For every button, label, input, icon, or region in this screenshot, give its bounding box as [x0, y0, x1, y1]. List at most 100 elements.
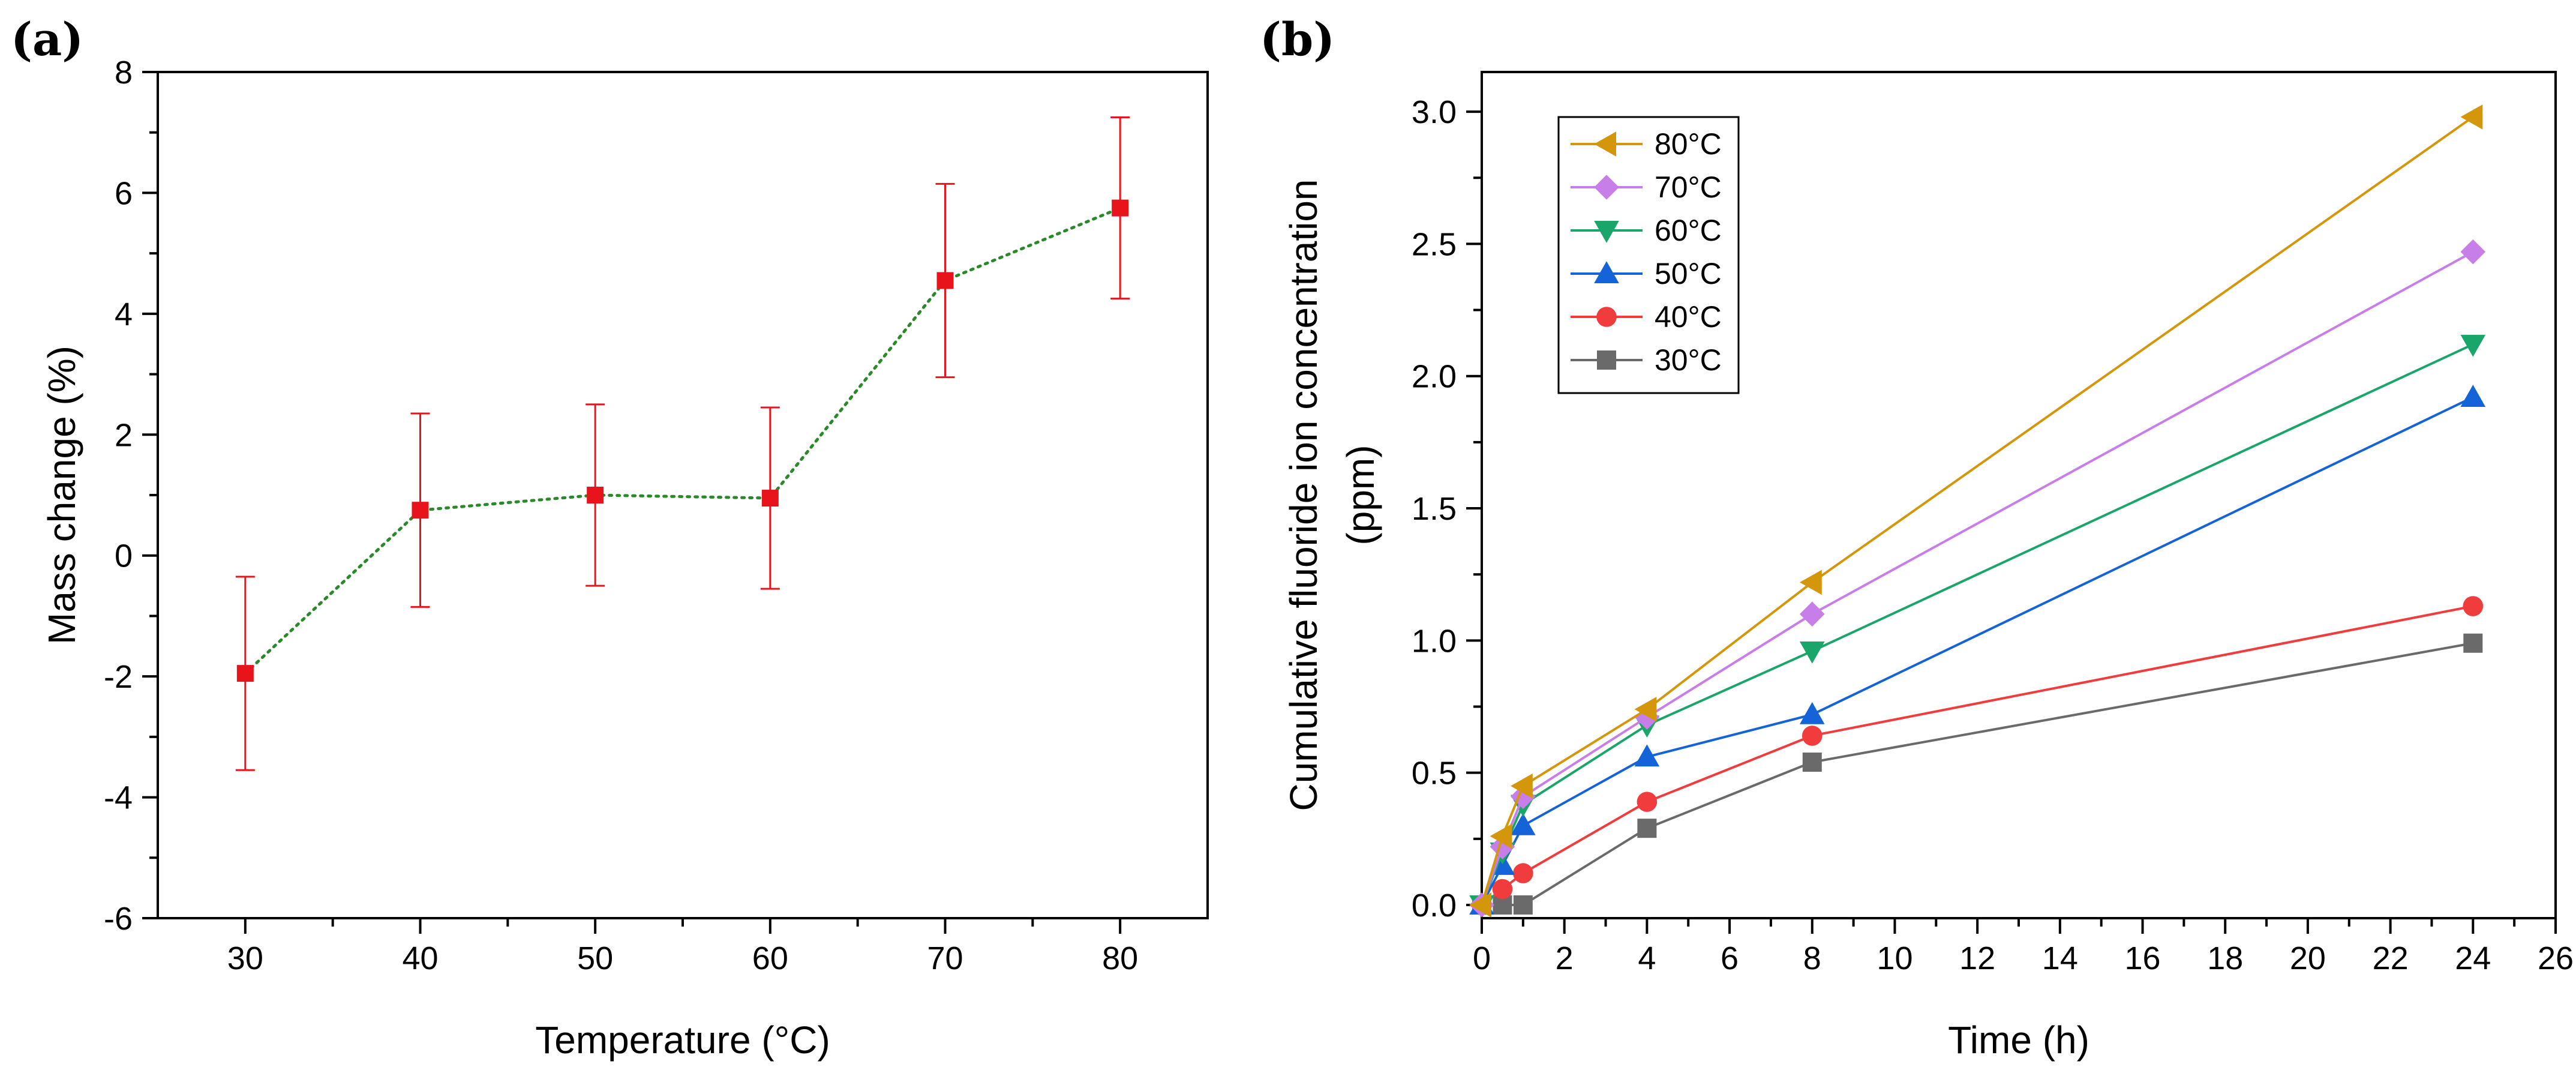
series-line-60°C	[1481, 343, 2474, 906]
x-tick-label: 2	[1556, 940, 1574, 976]
legend-marker-50°C	[1594, 261, 1619, 283]
series-point-80°C	[1634, 697, 1657, 722]
legend-marker-70°C	[1594, 175, 1619, 200]
data-point	[936, 272, 954, 289]
x-tick-label: 12	[1959, 940, 1995, 976]
legend-marker-40°C	[1596, 307, 1617, 327]
y-tick-label: 6	[115, 175, 133, 211]
legend-label: 50°C	[1655, 257, 1722, 290]
y-tick-label: 2.5	[1412, 226, 1457, 262]
series-line-30°C	[1482, 642, 2473, 906]
series-point-40°C	[1492, 879, 1513, 900]
data-point	[761, 490, 779, 507]
y-tick-label: 0.5	[1412, 756, 1457, 792]
x-tick-label: 50	[577, 940, 613, 976]
x-tick-label: 8	[1803, 940, 1821, 976]
panel-a-axis-ticks: 30 40 50 60 70 80 -6 -4 -2 0 2 4 6 8	[104, 55, 1138, 976]
x-tick-label: 0	[1473, 940, 1491, 976]
series-point-30°C	[1637, 819, 1657, 838]
panel-a-series	[235, 116, 1130, 771]
series-point-80°C	[2460, 104, 2483, 130]
legend-label: 30°C	[1655, 343, 1722, 377]
panel-a-plot-frame	[157, 71, 1209, 919]
data-point	[236, 665, 254, 682]
y-tick-label: 0.0	[1412, 888, 1457, 924]
panel-b-y-axis-title-line1: Cumulative fluoride ion concentration	[1282, 179, 1325, 811]
series-point-40°C	[1513, 863, 1533, 883]
x-tick-label: 40	[402, 940, 438, 976]
legend-marker-30°C	[1597, 350, 1616, 370]
series-point-30°C	[2463, 633, 2483, 653]
panel-b-legend: 80°C 70°C 60°C 50°C 40°C 30°C	[1557, 116, 1740, 394]
y-tick-label: 1.5	[1412, 491, 1457, 527]
series-point-60°C	[1799, 641, 1825, 664]
series-point-50°C	[1799, 702, 1825, 724]
series-point-80°C	[1799, 570, 1822, 595]
series-point-40°C	[1802, 726, 1823, 746]
y-tick-label: 2.0	[1412, 359, 1457, 395]
legend-box	[1557, 116, 1740, 394]
data-point	[587, 487, 604, 503]
legend-marker-80°C	[1594, 131, 1616, 157]
x-tick-label: 4	[1638, 940, 1656, 976]
x-tick-label: 80	[1102, 940, 1138, 976]
data-point	[412, 502, 429, 519]
series-point-50°C	[1511, 813, 1536, 835]
series-point-70°C	[1799, 601, 1825, 627]
series-line-80°C	[1481, 116, 2474, 906]
panel-b-y-axis-title-line2: (ppm)	[1339, 445, 1382, 545]
series-point-70°C	[2460, 239, 2486, 265]
x-tick-label: 60	[752, 940, 788, 976]
y-tick-label: 0	[115, 538, 133, 574]
y-tick-label: 8	[115, 55, 133, 91]
data-point	[1112, 199, 1129, 217]
x-tick-label: 6	[1721, 940, 1739, 976]
x-tick-label: 22	[2373, 940, 2409, 976]
y-tick-label: 4	[115, 296, 133, 332]
y-tick-label: 2	[115, 417, 133, 453]
y-tick-label: 3.0	[1412, 94, 1457, 130]
x-tick-label: 24	[2455, 940, 2491, 976]
series-point-80°C	[1490, 823, 1512, 849]
x-tick-label: 16	[2124, 940, 2160, 976]
series-point-40°C	[2463, 596, 2484, 616]
panel-a-label: (a)	[11, 13, 83, 66]
y-tick-label: -4	[104, 780, 133, 816]
x-tick-label: 14	[2042, 940, 2078, 976]
series-point-80°C	[1469, 892, 1491, 918]
x-tick-label: 26	[2538, 940, 2574, 976]
mass-change-dotted-line	[244, 206, 1122, 675]
series-line-40°C	[1481, 605, 2473, 906]
x-tick-label: 20	[2290, 940, 2326, 976]
panel-b-x-axis-title: Time (h)	[1948, 1018, 2089, 1062]
legend-marker-60°C	[1594, 221, 1619, 243]
y-tick-label: 1.0	[1412, 623, 1457, 659]
panel-a-x-axis-title: Temperature (°C)	[535, 1018, 830, 1062]
x-tick-label: 10	[1877, 940, 1913, 976]
series-point-70°C	[1490, 834, 1515, 859]
legend-label: 70°C	[1655, 170, 1722, 204]
y-tick-label: -6	[104, 901, 133, 937]
panel-b-label: (b)	[1260, 13, 1335, 66]
x-tick-label: 70	[927, 940, 963, 976]
legend-label: 40°C	[1655, 300, 1722, 334]
series-line-70°C	[1481, 250, 2474, 906]
legend-label: 60°C	[1655, 214, 1722, 247]
panel-b-fluoride-chart: (b) 0 2 4 6 8 10 12 14 16 18 20 22 24 260.00.51.01.52…	[1260, 13, 2574, 1062]
series-point-30°C	[1802, 753, 1822, 772]
series-point-30°C	[1513, 895, 1533, 915]
series-point-80°C	[1511, 773, 1533, 799]
panel-b-axis-ticks: 0 2 4 6 8 10 12 14 16 18 20 22 24 260.00.51.01.52.02.…	[1412, 94, 2574, 976]
series-point-60°C	[2460, 334, 2486, 357]
series-point-50°C	[1634, 744, 1660, 767]
series-point-40°C	[1637, 792, 1658, 812]
x-tick-label: 30	[227, 940, 263, 976]
panel-b-series	[1469, 104, 2486, 918]
x-tick-label: 18	[2207, 940, 2243, 976]
legend-label: 80°C	[1655, 127, 1722, 161]
panel-a-y-axis-title: Mass change (%)	[40, 346, 83, 645]
y-tick-label: -2	[104, 659, 133, 695]
panel-a-mass-change-chart: (a) 30 40 50 60 70 80 -6 -4 -2 0 2 4 6 8 Temperature …	[11, 13, 1209, 1062]
series-point-50°C	[2460, 385, 2486, 407]
